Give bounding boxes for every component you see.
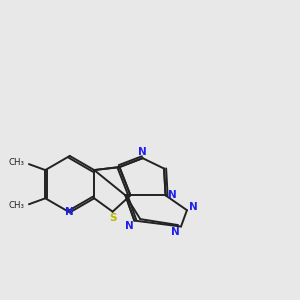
Text: N: N: [138, 147, 147, 157]
Text: S: S: [109, 213, 116, 223]
Text: N: N: [171, 227, 180, 237]
Text: N: N: [124, 221, 134, 231]
Text: N: N: [65, 207, 74, 218]
Text: N: N: [168, 190, 176, 200]
Text: CH₃: CH₃: [8, 158, 25, 167]
Text: CH₃: CH₃: [8, 201, 25, 210]
Text: N: N: [188, 202, 197, 212]
